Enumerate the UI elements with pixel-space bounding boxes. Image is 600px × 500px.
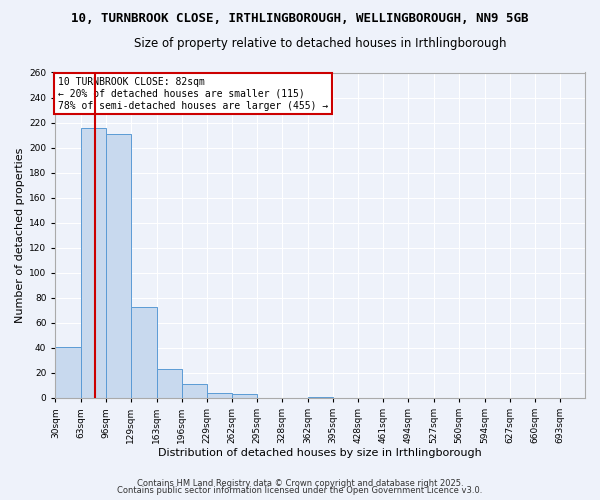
Bar <box>157 369 182 398</box>
Bar <box>308 396 333 398</box>
Text: 10, TURNBROOK CLOSE, IRTHLINGBOROUGH, WELLINGBOROUGH, NN9 5GB: 10, TURNBROOK CLOSE, IRTHLINGBOROUGH, WE… <box>71 12 529 26</box>
Bar <box>131 306 157 398</box>
Title: Size of property relative to detached houses in Irthlingborough: Size of property relative to detached ho… <box>134 38 506 51</box>
Text: 10 TURNBROOK CLOSE: 82sqm
← 20% of detached houses are smaller (115)
78% of semi: 10 TURNBROOK CLOSE: 82sqm ← 20% of detac… <box>58 78 328 110</box>
Bar <box>106 134 131 398</box>
Bar <box>182 384 207 398</box>
Text: Contains public sector information licensed under the Open Government Licence v3: Contains public sector information licen… <box>118 486 482 495</box>
Y-axis label: Number of detached properties: Number of detached properties <box>15 148 25 323</box>
Text: Contains HM Land Registry data © Crown copyright and database right 2025.: Contains HM Land Registry data © Crown c… <box>137 478 463 488</box>
Bar <box>55 346 80 398</box>
Bar <box>80 128 106 398</box>
X-axis label: Distribution of detached houses by size in Irthlingborough: Distribution of detached houses by size … <box>158 448 482 458</box>
Bar <box>232 394 257 398</box>
Bar <box>207 393 232 398</box>
